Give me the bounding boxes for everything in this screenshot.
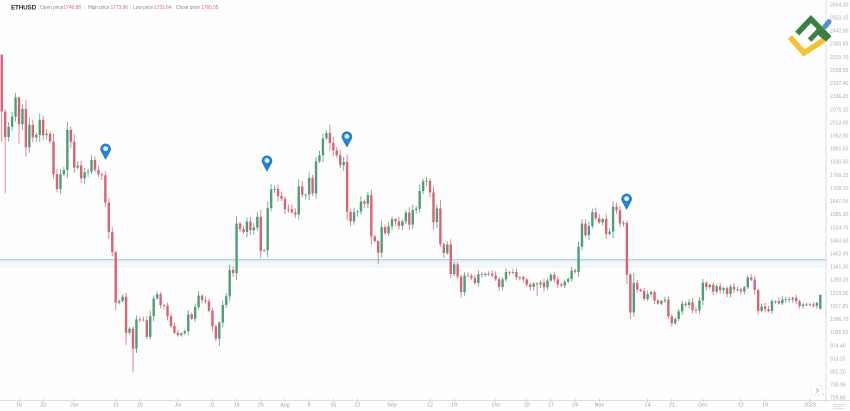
svg-text:1341.30: 1341.30	[830, 265, 849, 271]
svg-text:13: 13	[113, 403, 119, 409]
svg-text:913.25: 913.25	[830, 356, 846, 362]
svg-text:2258.55: 2258.55	[830, 68, 849, 74]
svg-text:2013.95: 2013.95	[830, 120, 849, 126]
svg-text:Jul: Jul	[175, 403, 182, 409]
svg-text:2075.10: 2075.10	[830, 107, 849, 113]
svg-text:1773.96: 1773.96	[111, 5, 129, 11]
svg-text:1952.80: 1952.80	[830, 134, 849, 140]
svg-text:1157.85: 1157.85	[830, 304, 848, 310]
svg-text:1280.15: 1280.15	[830, 278, 849, 284]
svg-text:1830.50: 1830.50	[830, 160, 849, 166]
svg-text:2442.00: 2442.00	[830, 29, 849, 35]
svg-text:19: 19	[451, 403, 457, 409]
svg-text:1096.70: 1096.70	[830, 317, 849, 323]
svg-text:High price: High price	[88, 5, 110, 11]
svg-text:14: 14	[645, 403, 651, 409]
svg-text:790.95: 790.95	[830, 383, 846, 389]
svg-text:852.10: 852.10	[830, 370, 846, 376]
svg-text:11: 11	[210, 403, 216, 409]
svg-text:1524.75: 1524.75	[830, 225, 849, 231]
svg-text:1765.05: 1765.05	[201, 5, 219, 11]
svg-text:Sep: Sep	[387, 403, 396, 409]
svg-text:2380.85: 2380.85	[830, 42, 849, 48]
svg-text:1708.20: 1708.20	[830, 186, 849, 192]
svg-text:1749.88: 1749.88	[64, 5, 82, 11]
svg-text:20: 20	[137, 403, 143, 409]
svg-text:1219.00: 1219.00	[830, 291, 849, 297]
svg-text:|: |	[172, 5, 173, 11]
svg-text:Aug: Aug	[280, 403, 289, 409]
svg-text:23: 23	[40, 403, 46, 409]
svg-text:Oct: Oct	[492, 403, 501, 409]
svg-text:10: 10	[524, 403, 530, 409]
svg-text:2503.15: 2503.15	[830, 16, 849, 22]
svg-text:1585.90: 1585.90	[830, 212, 849, 218]
svg-text:1402.45: 1402.45	[830, 252, 849, 258]
svg-text:|: |	[84, 5, 85, 11]
svg-text:Close price: Close price	[176, 5, 200, 11]
svg-text:2136.25: 2136.25	[830, 94, 849, 100]
svg-text:18: 18	[234, 403, 240, 409]
svg-text:1769.35: 1769.35	[830, 173, 849, 179]
svg-text:24: 24	[572, 403, 578, 409]
svg-text:19: 19	[762, 403, 768, 409]
svg-text:729.80: 729.80	[830, 396, 846, 402]
svg-text:8: 8	[308, 403, 311, 409]
svg-text:17: 17	[548, 403, 554, 409]
svg-text:1035.55: 1035.55	[830, 330, 849, 336]
svg-text:16: 16	[16, 403, 22, 409]
svg-text:Open price: Open price	[40, 5, 64, 11]
svg-text:2319.70: 2319.70	[830, 55, 849, 61]
svg-text:15: 15	[330, 403, 336, 409]
svg-text:Dec: Dec	[698, 403, 708, 409]
svg-text:1647.05: 1647.05	[830, 199, 849, 205]
svg-text:2564.30: 2564.30	[830, 2, 849, 8]
svg-text:974.40: 974.40	[830, 343, 846, 349]
svg-text:1463.60: 1463.60	[830, 238, 849, 244]
svg-text:|: |	[130, 5, 131, 11]
svg-text:Nov: Nov	[595, 403, 605, 409]
svg-text:Low price: Low price	[133, 5, 154, 11]
svg-text:Jun: Jun	[70, 403, 79, 409]
svg-text:22: 22	[355, 403, 361, 409]
svg-text:21: 21	[669, 403, 675, 409]
svg-text:1731.64: 1731.64	[154, 5, 172, 11]
svg-text:12: 12	[738, 403, 744, 409]
svg-text:25: 25	[258, 403, 264, 409]
svg-text:1891.65: 1891.65	[830, 147, 849, 153]
svg-text:ETHUSD: ETHUSD	[11, 4, 37, 11]
svg-text:2023: 2023	[804, 403, 816, 409]
svg-text:12: 12	[427, 403, 433, 409]
svg-text:2197.40: 2197.40	[830, 81, 849, 87]
